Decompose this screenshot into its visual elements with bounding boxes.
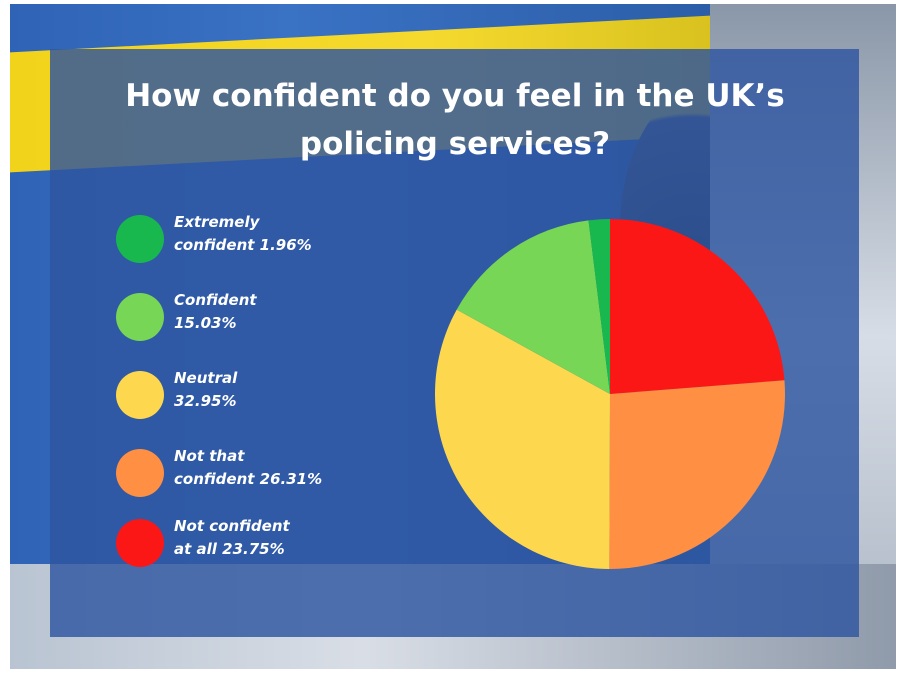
legend-swatch [116,449,164,497]
legend-label-line2: confident 1.96% [174,236,312,254]
legend-swatch [116,215,164,263]
legend-label: Neutral 32.95% [174,367,374,413]
pie-chart [435,219,785,569]
legend-label-line2: 15.03% [174,314,237,332]
legend-label-line1: Confident [174,291,257,309]
legend-label: Extremely confident 1.96% [174,211,374,257]
legend-label-line1: Extremely [174,213,260,231]
legend-label-line2: confident 26.31% [174,470,323,488]
legend-label: Not that confident 26.31% [174,445,374,491]
legend-label-line2: 32.95% [174,392,237,410]
slice-confident [456,220,610,394]
legend-label-line1: Neutral [174,369,238,387]
legend-label: Confident 15.03% [174,289,374,335]
chart-title: How confident do you feel in the UK’s po… [125,78,785,162]
legend-swatch [116,293,164,341]
legend-swatch [116,371,164,419]
slice-not-confident-at-all [610,219,785,394]
legend-label-line1: Not confident [174,517,290,535]
legend-label-line1: Not that [174,447,245,465]
legend-label: Not confident at all 23.75% [174,515,374,561]
slice-not-that-confident [609,380,785,569]
slice-neutral [435,309,610,569]
legend-label-line2: at all 23.75% [174,540,285,558]
legend-swatch [116,519,164,567]
slice-extremely-confident [588,219,610,394]
